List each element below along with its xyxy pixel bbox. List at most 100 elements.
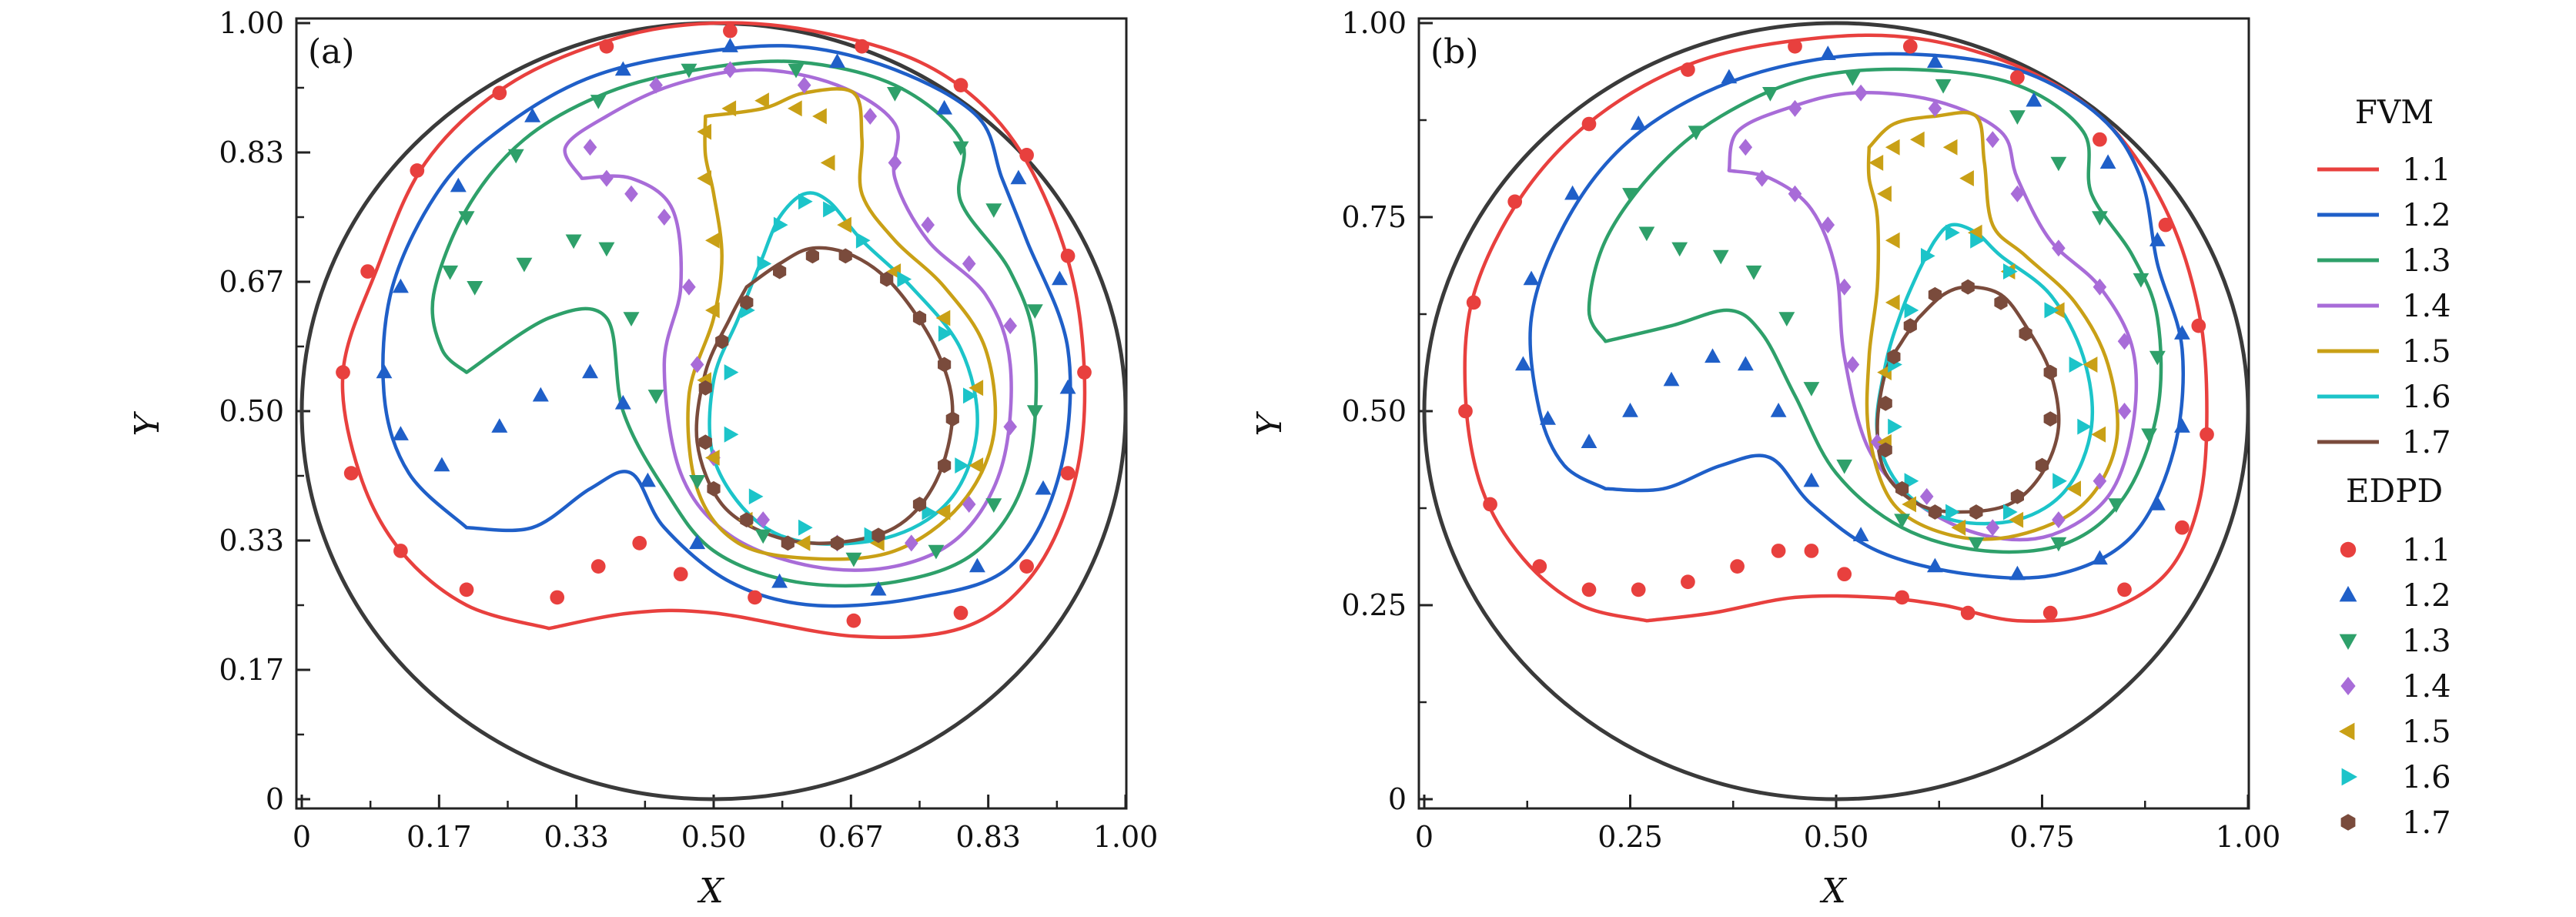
panel-b-edpd-marker-1.2 [1564, 185, 1581, 200]
panel-a-edpd-marker-1.4 [682, 278, 696, 296]
panel-b-xtick-label: 1.00 [2216, 820, 2281, 854]
legend-fvm-label-1.3: 1.3 [2402, 243, 2451, 279]
panel-b-edpd-marker-1.4 [1738, 139, 1753, 156]
panel-a-edpd-marker-1.1 [673, 567, 688, 582]
panel-b-edpd-marker-1.4 [1837, 278, 1852, 296]
panel-b-edpd-marker-1.1 [1788, 38, 1802, 54]
legend-edpd-entries: 1.1 1.2 1.3 1.4 1.5 1.6 1.7 [2339, 533, 2451, 841]
panel-b-edpd-marker-1.4 [1986, 131, 2000, 149]
panel-a-ytick-label: 0.17 [219, 653, 284, 687]
panel-b-edpd-marker-1.4 [2052, 239, 2066, 257]
legend-edpd-label-1.2: 1.2 [2402, 578, 2451, 614]
panel-b-edpd-marker-1.2 [1803, 472, 1820, 487]
panel-b-edpd-marker-1.7 [2043, 364, 2057, 380]
panel-a-edpd-marker-1.2 [614, 61, 631, 76]
panel-a-edpd-marker-1.6 [963, 387, 978, 404]
panel-b-ytick-label: 0.50 [1341, 394, 1407, 428]
panel-a-edpd-marker-1.7 [871, 527, 885, 544]
panel-b-edpd-marker-1.7 [1961, 279, 1975, 295]
panel-a-edpd-marker-1.2 [376, 363, 393, 379]
panel-b-ytick-label: 0.25 [1341, 588, 1407, 622]
legend-fvm-label-1.6: 1.6 [2402, 380, 2451, 415]
legend-fvm-label-1.5: 1.5 [2402, 334, 2451, 370]
panel-a-ytick-label: 0.83 [219, 136, 284, 169]
panel-b-ylabel: Y [1250, 411, 1290, 437]
panel-a-edpd-marker-1.3 [845, 552, 862, 567]
panel-a-edpd-marker-1.4 [723, 61, 738, 79]
panel-b-ticks: 00 0.25 0.25 0.50 0.50 0.75 0.75 1.00 1.00 [1341, 6, 2280, 854]
panel-b-edpd-marker-1.6 [2077, 418, 2092, 435]
panel-a-edpd-marker-1.1 [953, 78, 969, 92]
panel-b-edpd-marker-1.4 [1919, 487, 1934, 505]
panel-a-edpd-marker-1.6 [855, 232, 871, 249]
panel-a-edpd-marker-1.4 [888, 154, 902, 172]
legend-edpd-title: EDPD [2346, 472, 2443, 510]
panel-a-edpd-marker-1.1 [393, 544, 408, 558]
panel-a-edpd-marker-1.5 [754, 92, 769, 109]
panel-a-edpd-marker-1.6 [897, 271, 912, 288]
panel-b-edpd-marker-1.3 [2133, 273, 2149, 288]
panel-b-edpd-marker-1.1 [1804, 544, 1819, 558]
panel-a-edpd-marker-1.6 [724, 364, 739, 380]
panel-a-edpd-marker-1.2 [969, 557, 985, 573]
panel-a-edpd-marker-1.2 [614, 394, 631, 410]
panel-b-edpd-marker-1.6 [2052, 473, 2067, 490]
panel-a-xtick-label: 0.50 [681, 820, 747, 854]
panel-b-edpd-marker-1.4 [1986, 519, 2000, 537]
panel-a-edpd-marker-1.4 [921, 216, 935, 234]
panel-a-edpd-marker-1.5 [935, 310, 951, 326]
panel-b-edpd-marker-1.5 [1910, 131, 1925, 148]
panel-a-edpd-marker-1.4 [624, 185, 638, 202]
panel-a-edpd-marker-1.2 [392, 426, 409, 440]
panel-a-edpd-marker-1.3 [458, 211, 475, 226]
panel-b-edpd-marker-1.7 [2043, 411, 2057, 427]
panel-b-edpd-marker-1.3 [1778, 312, 1795, 326]
panel-a-edpd-marker-1.1 [550, 590, 565, 605]
panel-a-edpd-marker-1.4 [756, 511, 770, 529]
panel-a-edpd-marker-1.1 [723, 23, 738, 38]
panel-b-edpd-marker-1.3 [2149, 350, 2166, 366]
panel-b-edpd-marker-1.3 [2092, 211, 2108, 226]
panel-a-edpd-marker-1.4 [962, 255, 976, 273]
panel-b-edpd-marker-1.5 [1942, 139, 1958, 156]
panel-a-edpd-marker-1.7 [773, 263, 787, 279]
panel-a-edpd-marker-1.2 [771, 573, 788, 588]
legend-edpd-swatch-1.7 [2340, 814, 2356, 831]
panel-b-xtick-label: 0 [1415, 820, 1434, 854]
panel-b-edpd-marker-1.7 [2010, 489, 2024, 504]
panel-b-fvm-curve-1.3 [1587, 67, 2163, 554]
panel-b-edpd-marker-1.1 [1960, 605, 1975, 621]
legend-fvm-entries: 1.1 1.2 1.3 1.4 1.5 1.6 1.7 [2317, 152, 2451, 460]
panel-b-edpd-marker-1.3 [2009, 110, 2026, 125]
panel-b-edpd-marker-1.5 [1902, 496, 1916, 513]
panel-b-edpd-marker-1.3 [1622, 188, 1638, 202]
panel-b-edpd-marker-1.2 [1927, 53, 1943, 69]
panel-b: (b) X Y 00 0.25 0.25 0.50 0.50 0.75 0.75 1.00 1.… [1250, 6, 2280, 911]
panel-a-edpd-marker-1.2 [532, 387, 549, 402]
panel-a-edpd-marker-1.7 [805, 248, 819, 264]
legend-edpd-label-1.7: 1.7 [2402, 805, 2451, 841]
legend-fvm-label-1.4: 1.4 [2402, 289, 2451, 324]
panel-a-edpd-marker-1.2 [1052, 270, 1068, 286]
panel-b-edpd-marker-1.4 [1845, 356, 1860, 373]
panel-a-edpd-marker-1.3 [623, 312, 640, 326]
panel-b-edpd-marker-1.4 [2052, 511, 2066, 529]
panel-b-edpd-marker-1.2 [2149, 496, 2166, 510]
panel-b-edpd-marker-1.2 [1581, 433, 1597, 448]
panel-b-edpd-marker-1.2 [1515, 356, 1531, 371]
panel-a-edpd-marker-1.3 [590, 95, 607, 109]
legend-edpd-label-1.6: 1.6 [2402, 760, 2451, 795]
panel-a-edpd-marker-1.5 [812, 108, 827, 125]
panel-a-edpd-marker-1.3 [1026, 304, 1043, 319]
panel-a-xtick-label: 0 [293, 820, 311, 854]
legend-edpd-label-1.4: 1.4 [2402, 669, 2451, 704]
panel-a-edpd-marker-1.5 [705, 450, 720, 466]
panel-a-edpd-marker-1.3 [647, 390, 664, 404]
panel-a-edpd-marker-1.7 [707, 480, 721, 497]
panel-a-edpd-marker-1.5 [697, 170, 711, 186]
panel-a-edpd-marker-1.4 [657, 209, 671, 226]
panel-b-edpd-marker-1.2 [2092, 550, 2108, 565]
panel-a-edpd-marker-1.1 [343, 466, 359, 480]
panel-b-edpd-marker-1.5 [1959, 170, 1974, 186]
panel-b-fvm-curve-1.1 [1463, 33, 2209, 623]
